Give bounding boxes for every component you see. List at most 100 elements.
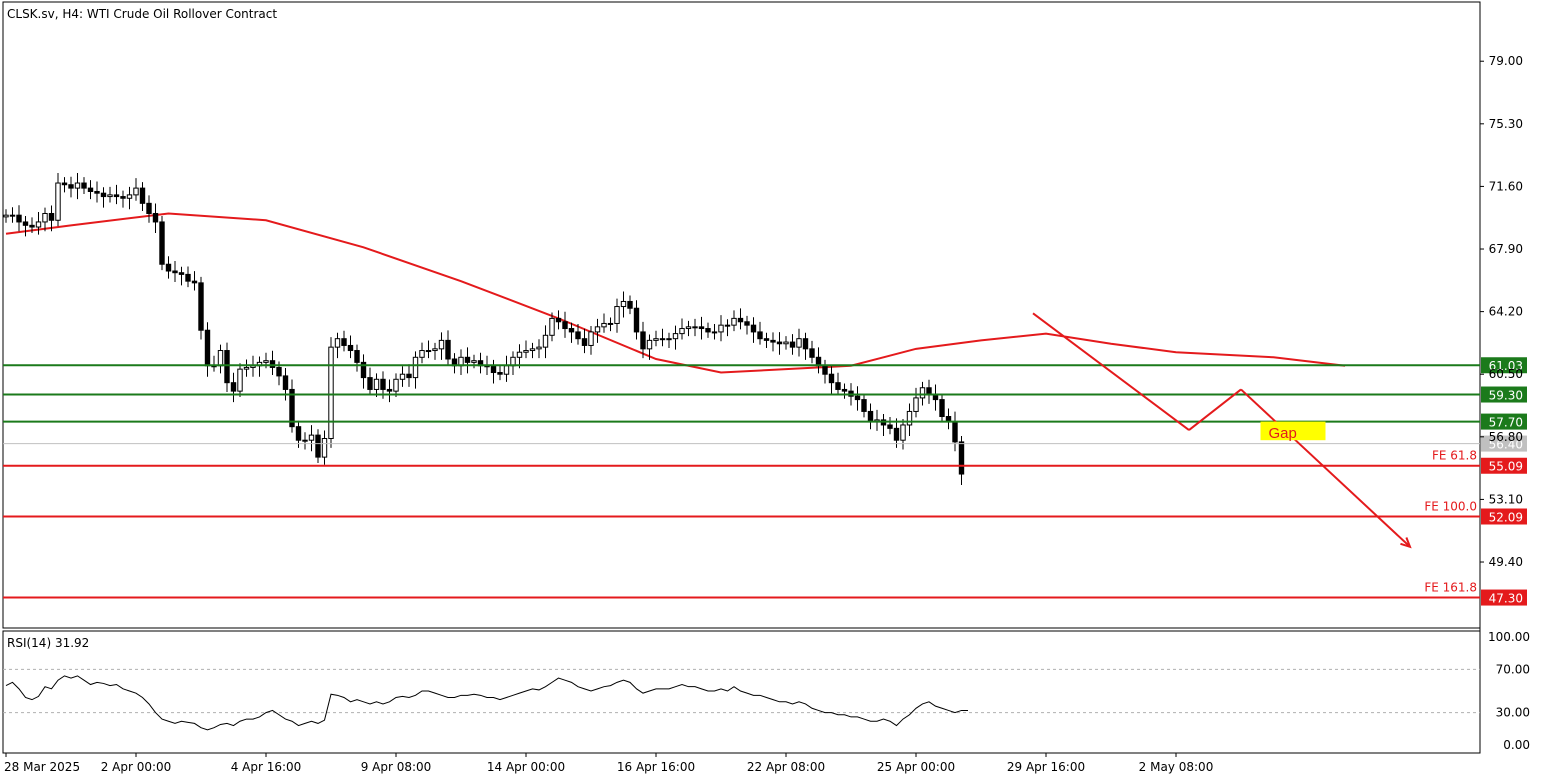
candle-body: [113, 194, 120, 198]
candle: [718, 315, 724, 342]
horizontal-levels-layer: 56.40 61.03 59.30 57.70 FE 61.8 55.09 FE 100.0…: [3, 357, 1527, 606]
candle-body: [614, 306, 620, 324]
rsi-panel: [2, 630, 1481, 754]
candle-body: [763, 338, 770, 341]
fibonacci-level-name: FE 61.8: [1432, 449, 1477, 463]
candles-layer: [3, 173, 965, 486]
candle: [55, 173, 61, 227]
candle: [22, 216, 29, 237]
y-tick-label: 60.50: [1489, 367, 1523, 381]
candle: [42, 207, 48, 232]
candle-body: [867, 410, 874, 423]
candle-body: [503, 365, 510, 375]
fibonacci-level-name: FE 100.0: [1424, 500, 1477, 514]
candle-body: [594, 326, 601, 333]
candle-body: [289, 388, 295, 428]
support-price-tag: [1481, 386, 1527, 403]
candle-body: [653, 338, 659, 341]
candle-body: [789, 341, 796, 348]
fibonacci-price-label: 52.09: [1489, 511, 1523, 525]
x-axis-ticks: 28 Mar 2025 2 Apr 00:00 4 Apr 16:00 9 Apr 0…: [4, 753, 1213, 774]
rsi-line: [5, 675, 969, 731]
candle: [341, 330, 347, 352]
rsi-tick-label: 0.00: [1503, 738, 1530, 752]
candle: [835, 372, 841, 396]
candle-body: [919, 387, 926, 399]
candle: [373, 373, 380, 398]
candle: [679, 318, 685, 340]
candle: [198, 276, 204, 340]
candle-body: [178, 272, 185, 275]
candle-body: [425, 350, 432, 353]
candle-body: [55, 182, 61, 221]
candle-body: [620, 300, 627, 308]
candle-body: [711, 331, 718, 334]
candle-body: [672, 333, 679, 340]
candle-body: [126, 194, 133, 199]
candle: [900, 419, 906, 450]
candle-body: [601, 322, 607, 328]
gap-label: Gap: [1269, 425, 1297, 442]
candle: [3, 209, 9, 223]
candle-body: [926, 387, 932, 396]
candle: [646, 334, 653, 360]
candle: [562, 311, 568, 338]
candle-body: [386, 388, 393, 392]
candle: [438, 332, 445, 360]
candle-body: [432, 348, 438, 352]
chart-title: CLSK.sv, H4: WTI Crude Oil Rollover Cont…: [7, 7, 277, 21]
candle-body: [302, 439, 308, 442]
candle-body: [243, 366, 250, 370]
candle-body: [315, 434, 321, 458]
candle-body: [542, 334, 549, 348]
candle-body: [588, 331, 594, 346]
candle-body: [269, 360, 276, 368]
candle-body: [373, 378, 380, 390]
candle: [893, 418, 900, 448]
rsi-label: RSI(14) 31.92: [7, 636, 89, 650]
candle-body: [861, 399, 867, 412]
candle: [81, 177, 87, 195]
candle: [87, 180, 94, 200]
candle: [178, 266, 185, 286]
candle: [464, 347, 471, 374]
candle: [705, 322, 711, 338]
candle: [68, 176, 74, 198]
candle-body: [133, 187, 139, 196]
fibonacci-price-tag: [1481, 508, 1527, 525]
candle: [841, 383, 848, 399]
candle-body: [237, 368, 243, 392]
x-tick-label: 14 Apr 00:00: [487, 760, 565, 774]
candle-body: [334, 338, 341, 348]
candle: [237, 363, 243, 398]
candle-body: [562, 321, 568, 330]
candle: [224, 342, 230, 392]
candle-body: [445, 339, 451, 360]
x-tick-label: 4 Apr 16:00: [231, 760, 302, 774]
candle: [393, 373, 399, 398]
candle-body: [152, 212, 159, 223]
y-tick-label: 56.80: [1489, 430, 1523, 444]
candle: [445, 330, 451, 365]
candle-body: [3, 214, 9, 218]
candle-body: [718, 324, 724, 333]
pattern-line: [1240, 388, 1411, 548]
candle: [269, 350, 276, 376]
candle: [185, 266, 191, 288]
candle: [809, 340, 815, 364]
candle: [549, 312, 555, 342]
candle: [607, 317, 614, 332]
candle: [126, 186, 133, 210]
candle: [523, 340, 529, 359]
support-price-label: 61.03: [1489, 359, 1523, 373]
candle-body: [744, 321, 750, 326]
gap-annotation: Gap: [1260, 421, 1326, 442]
candle-body: [555, 317, 562, 323]
candle-body: [516, 351, 523, 358]
candle: [302, 432, 308, 450]
candle-body: [913, 397, 919, 412]
candle-body: [308, 434, 315, 441]
candle: [861, 393, 867, 418]
candle: [61, 177, 68, 193]
candle-body: [698, 326, 705, 330]
